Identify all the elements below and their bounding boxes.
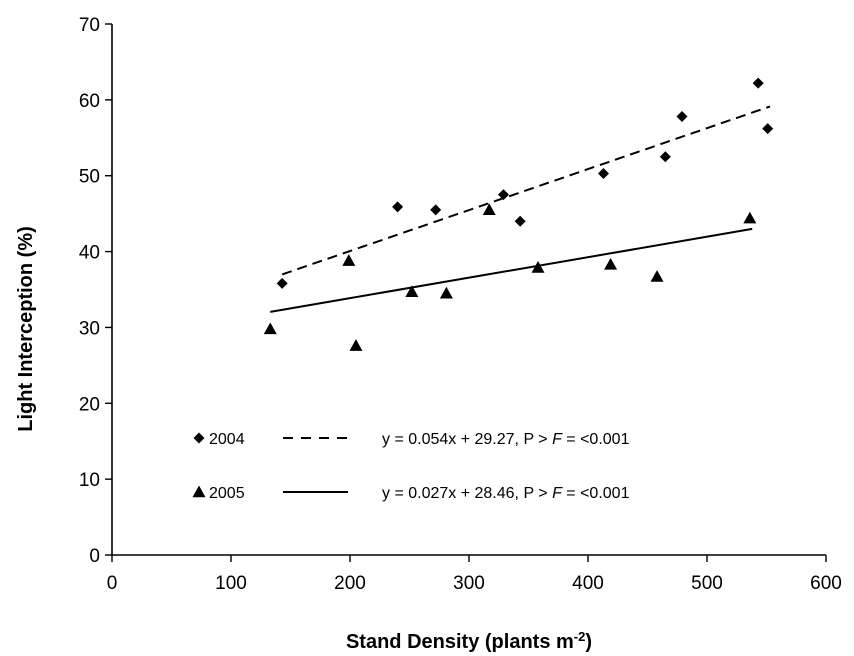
legend-equation-2004: y = 0.054x + 29.27, P > F = <0.001 [382, 431, 630, 448]
legend-equation-part: = <0.001 [562, 431, 630, 448]
marker-2004 [498, 189, 510, 201]
marker-2005 [531, 261, 545, 273]
legend-equation-part: y = 0.054x + 29.27, P > [382, 431, 552, 448]
trendline-2005 [270, 227, 753, 313]
trendline-2004 [281, 105, 771, 276]
marker-2004 [392, 201, 404, 213]
x-axis-title-text: Stand Density (plants m [346, 631, 574, 653]
legend-label-2004: 2004 [209, 431, 245, 448]
legend-marker-2005 [192, 485, 206, 498]
marker-2005 [650, 270, 664, 282]
y-axis-ticks: 0 10 20 30 40 50 60 70 [79, 15, 112, 567]
x-tick-label: 600 [810, 573, 842, 594]
marker-2005 [349, 339, 363, 351]
x-axis-title-superscript: -2 [574, 629, 586, 644]
x-tick-label: 100 [215, 573, 247, 594]
x-tick-label: 500 [691, 573, 723, 594]
legend-equation-part: F [552, 431, 563, 448]
marker-2005 [439, 286, 453, 299]
y-tick-label: 10 [79, 470, 100, 491]
legend-marker-2004 [193, 432, 205, 444]
y-tick-label: 20 [79, 394, 100, 415]
marker-2004 [676, 111, 688, 123]
y-tick-label: 30 [79, 318, 100, 339]
x-axis-ticks: 0 100 200 300 400 500 600 [107, 555, 842, 594]
trendlines [270, 105, 771, 313]
y-tick-label: 0 [89, 546, 100, 567]
legend-equation-2005: y = 0.027x + 28.46, P > F = <0.001 [382, 485, 630, 502]
y-tick-label: 70 [79, 15, 100, 36]
legend-equation-part: y = 0.027x + 28.46, P > [382, 485, 552, 502]
marker-2004 [762, 123, 774, 135]
legend: 2004 y = 0.054x + 29.27, P > F = <0.001 20… [192, 431, 630, 502]
x-tick-label: 300 [453, 573, 485, 594]
y-axis-title: Light Interception (%) [15, 226, 37, 432]
marker-2004 [514, 215, 526, 227]
legend-label-2005: 2005 [209, 485, 245, 502]
marker-2004 [430, 204, 442, 216]
marker-2005 [405, 285, 419, 297]
x-tick-label: 400 [572, 573, 604, 594]
x-tick-label: 0 [107, 573, 118, 594]
marker-2005 [604, 257, 618, 270]
marker-2004 [659, 151, 671, 163]
marker-2005 [482, 203, 496, 216]
x-tick-label: 200 [334, 573, 366, 594]
marker-2005 [743, 211, 757, 224]
data-markers [263, 77, 774, 351]
marker-2004 [276, 277, 288, 289]
x-axis-title: Stand Density (plants m-2) [346, 629, 592, 654]
legend-equation-part: F [552, 485, 563, 502]
marker-2005 [342, 254, 356, 266]
y-tick-label: 40 [79, 243, 100, 264]
marker-2005 [263, 322, 277, 335]
x-axis-title-close: ) [585, 631, 592, 653]
legend-equation-part: = <0.001 [562, 485, 630, 502]
marker-2004 [752, 77, 764, 89]
y-tick-label: 60 [79, 91, 100, 112]
y-tick-label: 50 [79, 167, 100, 188]
marker-2004 [597, 167, 609, 179]
